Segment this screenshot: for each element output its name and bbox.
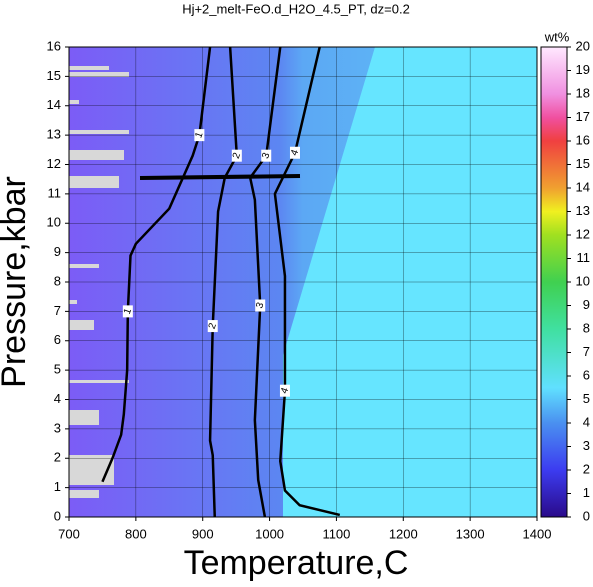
colorbar-tick-label: 1 <box>583 485 590 500</box>
colorbar-tick-label: 9 <box>583 297 590 312</box>
contour-label-box <box>279 384 290 397</box>
colorbar-tick-label: 18 <box>576 85 590 100</box>
colorbar-tick-label: 11 <box>577 250 591 265</box>
colorbar-tick-label: 4 <box>583 414 590 429</box>
y-tick-label: 15 <box>47 68 61 83</box>
x-tick-label: 1100 <box>322 526 350 541</box>
x-axis-label: Temperature,C <box>184 544 409 582</box>
y-tick-label: 7 <box>54 303 61 318</box>
contour-label-box <box>261 149 272 162</box>
y-tick-label: 13 <box>47 127 61 142</box>
colorbar-tick-label: 12 <box>576 226 590 241</box>
contour-label: 1 <box>193 130 205 139</box>
y-tick-label: 8 <box>54 273 61 288</box>
y-tick-label: 5 <box>54 362 61 377</box>
contour-label: 3 <box>254 301 266 310</box>
contour-line <box>101 47 212 483</box>
colorbar-tick-label: 15 <box>576 156 590 171</box>
x-tick-label: 1200 <box>389 526 418 541</box>
y-tick-label: 16 <box>47 38 61 53</box>
colorbar-tick-label: 5 <box>583 391 590 406</box>
colorbar-tick-label: 19 <box>576 62 590 77</box>
y-tick-label: 6 <box>54 332 61 347</box>
y-tick-label: 9 <box>54 244 61 259</box>
colorbar-tick-label: 3 <box>583 438 590 453</box>
colorbar-tick-label: 20 <box>576 38 590 53</box>
y-tick-label: 12 <box>47 156 61 171</box>
contour-label: 2 <box>231 151 243 160</box>
colorbar-tick-label: 0 <box>583 508 590 523</box>
contour-label-box <box>255 299 266 312</box>
chart-title: Hj+2_melt-FeO.d_H2O_4.5_PT, dz=0.2 <box>182 1 410 16</box>
y-tick-label: 10 <box>47 215 61 230</box>
melt-boundary <box>139 174 301 180</box>
x-tick-label: 900 <box>192 526 214 541</box>
y-tick-label: 0 <box>54 508 61 523</box>
contour-label: 4 <box>289 148 301 157</box>
y-tick-label: 1 <box>54 479 61 494</box>
x-tick-label: 1300 <box>456 526 485 541</box>
y-tick-label: 2 <box>54 450 61 465</box>
x-tick-label: 1000 <box>255 526 284 541</box>
colorbar-tick-label: 6 <box>583 367 590 382</box>
colorbar-tick-label: 7 <box>583 344 590 359</box>
contour-label: 4 <box>279 386 291 395</box>
colorbar-label: wt% <box>544 29 570 44</box>
x-tick-label: 700 <box>58 526 80 541</box>
y-tick-label: 14 <box>47 97 61 112</box>
x-tick-label: 1400 <box>523 526 552 541</box>
y-tick-label: 11 <box>48 185 62 200</box>
contour-label: 1 <box>122 307 134 316</box>
y-axis-label: Pressure,kbar <box>0 176 33 388</box>
contour-label-box <box>231 149 242 162</box>
contour-label-box <box>207 320 218 333</box>
colorbar <box>540 46 568 518</box>
contour-label: 2 <box>207 321 219 330</box>
contour-label-box <box>194 129 205 142</box>
x-tick-label: 800 <box>125 526 147 541</box>
colorbar-tick-label: 16 <box>576 132 590 147</box>
contour-label-box <box>122 305 133 318</box>
colorbar-tick-label: 14 <box>576 179 590 194</box>
y-tick-label: 3 <box>54 420 61 435</box>
colorbar-tick-label: 13 <box>576 203 590 218</box>
contour-label-box <box>289 146 300 159</box>
y-tick-label: 4 <box>54 391 61 406</box>
colorbar-tick-label: 17 <box>576 109 590 124</box>
contour-label: 3 <box>260 151 272 160</box>
colorbar-tick-label: 10 <box>576 273 590 288</box>
colorbar-tick-label: 8 <box>583 320 590 335</box>
colorbar-tick-label: 2 <box>583 461 590 476</box>
